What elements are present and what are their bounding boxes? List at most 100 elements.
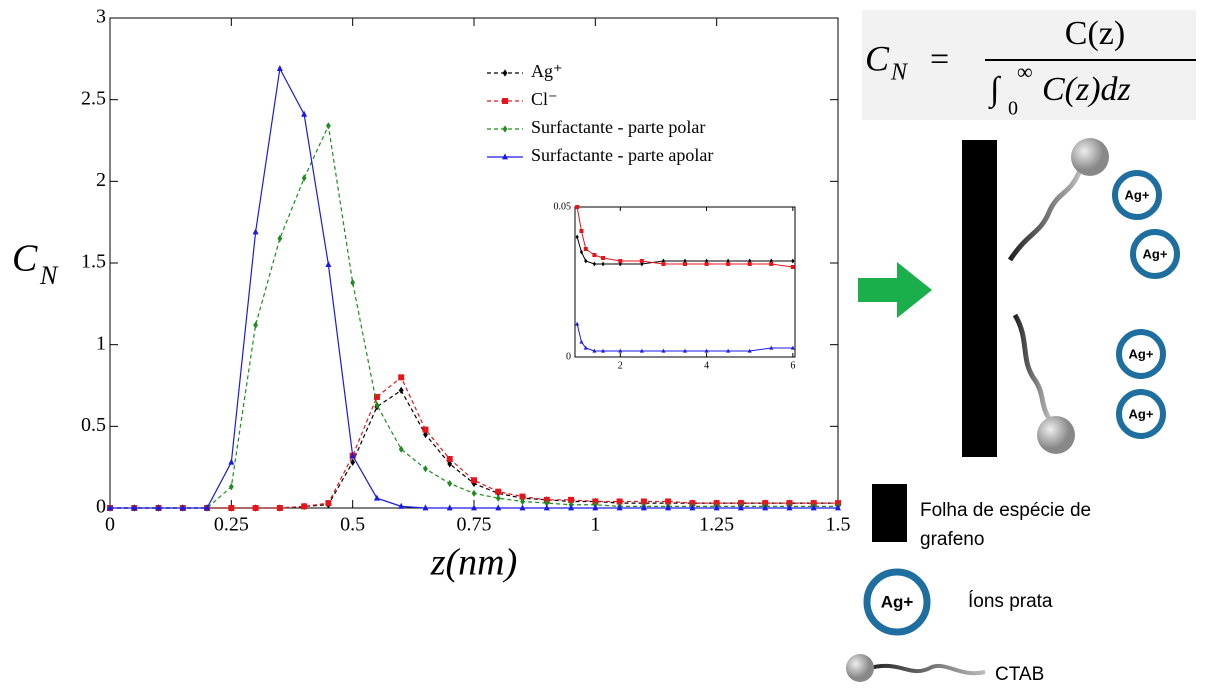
- marker: [276, 65, 283, 72]
- marker: [423, 430, 428, 439]
- plot-frame: [574, 206, 796, 358]
- legend-sheet: [872, 484, 907, 542]
- marker: [713, 504, 720, 511]
- marker: [601, 261, 605, 267]
- marker: [639, 259, 644, 263]
- marker: [592, 261, 597, 267]
- marker: [661, 262, 666, 266]
- y-axis-label: N: [39, 261, 59, 290]
- legend-text: CTAB: [995, 664, 1044, 685]
- marker: [520, 497, 525, 506]
- marker: [747, 348, 752, 353]
- marker: [228, 483, 234, 491]
- marker: [640, 261, 644, 267]
- marker: [423, 465, 428, 473]
- marker: [325, 500, 332, 507]
- y-tick-label: 0.5: [81, 414, 106, 436]
- ctab-tail: [1012, 313, 1053, 422]
- marker: [204, 504, 211, 511]
- marker: [374, 401, 380, 409]
- ion: [863, 568, 931, 636]
- marker: [579, 249, 584, 255]
- marker: [301, 503, 308, 510]
- x-tick-label: 4: [704, 360, 709, 371]
- marker: [471, 504, 477, 511]
- marker: [544, 499, 550, 507]
- marker: [350, 458, 356, 466]
- legend-label: Surfactante - parte polar: [531, 117, 705, 137]
- marker: [601, 348, 606, 353]
- marker: [131, 504, 138, 511]
- ctab-head: [846, 654, 874, 682]
- marker: [471, 477, 477, 484]
- marker: [179, 504, 186, 511]
- marker: [502, 153, 508, 160]
- marker: [769, 345, 774, 350]
- marker: [502, 69, 508, 77]
- eq-lhs-sub: N: [890, 60, 909, 86]
- marker: [810, 504, 817, 511]
- marker: [790, 345, 795, 350]
- marker: [326, 122, 331, 130]
- eq-upper: ∞: [1017, 59, 1033, 84]
- ion-label: Ag+: [1129, 346, 1154, 361]
- marker: [228, 458, 235, 465]
- x-tick-label: 6: [790, 360, 795, 371]
- marker: [616, 498, 623, 505]
- marker: [301, 110, 308, 117]
- marker: [726, 262, 731, 266]
- eq-lhs: C: [865, 38, 890, 78]
- marker: [579, 229, 584, 233]
- marker: [704, 348, 709, 353]
- marker: [422, 426, 429, 433]
- marker: [422, 504, 429, 511]
- marker: [665, 504, 672, 511]
- marker: [471, 479, 477, 488]
- marker: [683, 262, 687, 266]
- marker: [471, 489, 477, 497]
- x-tick-label: 0.75: [457, 514, 492, 536]
- marker: [252, 505, 259, 511]
- marker: [661, 348, 666, 353]
- ctab-tail: [869, 663, 986, 676]
- marker: [495, 488, 502, 495]
- marker: [584, 258, 588, 264]
- marker: [398, 445, 404, 453]
- eq-denominator: C(z)dz: [1042, 71, 1131, 108]
- graphene-sheet: [962, 140, 997, 457]
- marker: [373, 494, 380, 501]
- marker: [726, 258, 730, 264]
- ion: [1116, 329, 1166, 379]
- marker: [349, 452, 356, 459]
- legend-label: Ag⁺: [531, 61, 563, 81]
- marker: [704, 262, 709, 266]
- arrow: [858, 262, 932, 318]
- y-tick-label: 3: [96, 6, 106, 28]
- marker: [747, 262, 752, 266]
- marker: [568, 504, 575, 511]
- marker: [575, 321, 580, 326]
- marker: [737, 504, 744, 511]
- x-tick-label: 0.5: [340, 514, 365, 536]
- marker: [583, 247, 588, 251]
- marker: [575, 234, 579, 240]
- marker: [373, 393, 380, 400]
- legend-label: Surfactante - parte apolar: [531, 145, 713, 165]
- marker: [640, 498, 647, 505]
- marker: [447, 460, 453, 468]
- eq-equals: =: [930, 41, 949, 78]
- marker: [689, 504, 696, 511]
- eq-numerator: C(z): [1065, 15, 1125, 52]
- x-tick-label: 1: [590, 514, 600, 536]
- marker: [228, 505, 235, 511]
- x-tick-label: 1.25: [699, 514, 734, 536]
- ctab-head: [1037, 416, 1075, 454]
- ion: [1130, 229, 1180, 279]
- legend-text: Folha de espécie de: [920, 500, 1091, 521]
- ctab-head: [1071, 138, 1109, 176]
- marker: [592, 504, 599, 511]
- marker: [583, 345, 588, 350]
- marker: [350, 279, 356, 287]
- marker: [252, 228, 259, 235]
